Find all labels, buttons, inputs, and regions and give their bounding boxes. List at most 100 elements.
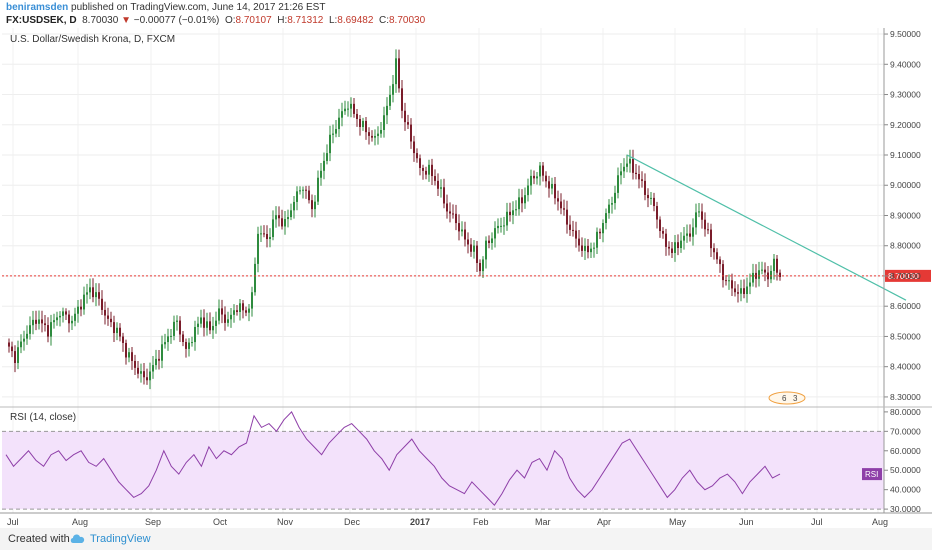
axes: 9.50000 9.40000 9.30000 9.20000 9.10000 9.000… bbox=[0, 28, 932, 527]
candle-body bbox=[341, 111, 343, 118]
candle-body bbox=[500, 225, 502, 227]
candle-body bbox=[596, 231, 598, 248]
candle-body bbox=[569, 224, 571, 230]
down-arrow-icon: ▼ bbox=[121, 15, 131, 26]
candle-body bbox=[278, 215, 280, 219]
candle-body bbox=[530, 175, 532, 186]
x-tick-label: Feb bbox=[473, 517, 489, 527]
publish-line: beniramsden published on TradingView.com… bbox=[6, 1, 325, 14]
candle-body bbox=[122, 336, 124, 343]
candle-body bbox=[143, 371, 145, 378]
close-label: C: bbox=[379, 15, 389, 26]
candle-body bbox=[269, 237, 271, 240]
candle-body bbox=[764, 269, 766, 273]
candle-body bbox=[482, 259, 484, 272]
price-tick-label: 8.40000 bbox=[890, 362, 921, 372]
candle-body bbox=[653, 197, 655, 207]
candle-body bbox=[773, 258, 775, 271]
candle-body bbox=[458, 223, 460, 232]
x-tick-label: Oct bbox=[213, 517, 228, 527]
candle-body bbox=[248, 308, 250, 313]
candle-body bbox=[101, 298, 103, 310]
x-tick-label: Sep bbox=[145, 517, 161, 527]
candle-body bbox=[575, 230, 577, 239]
candle-body bbox=[647, 194, 649, 199]
candle-body bbox=[443, 187, 445, 204]
candle-body bbox=[128, 352, 130, 358]
candle-body bbox=[320, 170, 322, 178]
x-tick-label: Aug bbox=[72, 517, 88, 527]
rsi-value-label: RSI bbox=[865, 470, 878, 479]
candle-body bbox=[212, 325, 214, 331]
candle-body bbox=[203, 317, 205, 328]
chart-title: U.S. Dollar/Swedish Krona, D, FXCM bbox=[10, 34, 175, 45]
candle-body bbox=[473, 245, 475, 252]
candle-body bbox=[638, 174, 640, 180]
candle-body bbox=[383, 115, 385, 130]
candle-body bbox=[698, 211, 700, 213]
candle-body bbox=[140, 371, 142, 374]
candle-body bbox=[626, 163, 628, 167]
candle-body bbox=[59, 315, 61, 318]
candle-body bbox=[437, 180, 439, 189]
candle-body bbox=[431, 164, 433, 177]
candle-body bbox=[503, 225, 505, 227]
x-tick-label: Dec bbox=[344, 517, 361, 527]
candle-body bbox=[608, 204, 610, 214]
candle-body bbox=[686, 233, 688, 236]
rsi-band bbox=[2, 430, 884, 510]
candle-body bbox=[110, 318, 112, 323]
candle-body bbox=[95, 292, 97, 298]
candle-body bbox=[332, 133, 334, 135]
candle-body bbox=[176, 320, 178, 322]
candle-body bbox=[146, 377, 148, 381]
candle-body bbox=[218, 308, 220, 321]
candle-body bbox=[542, 165, 544, 176]
candle-body bbox=[674, 242, 676, 253]
candle-body bbox=[743, 288, 745, 295]
price-tick-label: 8.90000 bbox=[890, 210, 921, 220]
candle-body bbox=[167, 336, 169, 343]
candle-body bbox=[566, 209, 568, 225]
candle-body bbox=[8, 342, 10, 347]
candle-body bbox=[587, 245, 589, 253]
trend-line bbox=[626, 154, 907, 301]
candle-body bbox=[308, 190, 310, 201]
author-link[interactable]: beniramsden bbox=[6, 2, 69, 13]
candle-body bbox=[524, 195, 526, 204]
candle-body bbox=[68, 314, 70, 324]
candle-body bbox=[665, 233, 667, 247]
candle-body bbox=[740, 288, 742, 294]
candle-body bbox=[80, 306, 82, 310]
candle-body bbox=[29, 325, 31, 334]
candle-body bbox=[158, 358, 160, 361]
candle-body bbox=[539, 165, 541, 177]
candle-body bbox=[551, 183, 553, 189]
price-grid bbox=[2, 28, 884, 513]
candle-body bbox=[221, 308, 223, 315]
candle-body bbox=[446, 203, 448, 212]
symbol-label[interactable]: FX:USDSEK, D bbox=[6, 15, 77, 26]
candlestick-series bbox=[8, 49, 781, 390]
x-tick-label: May bbox=[669, 517, 687, 527]
candle-body bbox=[722, 264, 724, 281]
candle-body bbox=[386, 105, 388, 116]
candle-body bbox=[560, 201, 562, 209]
candle-body bbox=[668, 246, 670, 249]
candle-body bbox=[758, 270, 760, 279]
candle-body bbox=[533, 175, 535, 179]
candle-body bbox=[296, 191, 298, 202]
price-chart[interactable]: 8.70030 6 3 RSI 9.50000 9.40000 9.30000 9.2000… bbox=[0, 28, 932, 528]
candle-body bbox=[509, 211, 511, 216]
x-tick-label: Jul bbox=[811, 517, 823, 527]
candle-body bbox=[389, 94, 391, 106]
price-tick-label: 9.00000 bbox=[890, 180, 921, 190]
tradingview-brand-link[interactable]: TradingView bbox=[90, 533, 151, 545]
candle-body bbox=[245, 310, 247, 313]
price-tick-label: 9.30000 bbox=[890, 90, 921, 100]
candle-body bbox=[521, 197, 523, 204]
low-value: 8.69482 bbox=[337, 15, 374, 26]
candle-body bbox=[134, 360, 136, 368]
candle-body bbox=[377, 133, 379, 136]
candle-body bbox=[368, 132, 370, 136]
